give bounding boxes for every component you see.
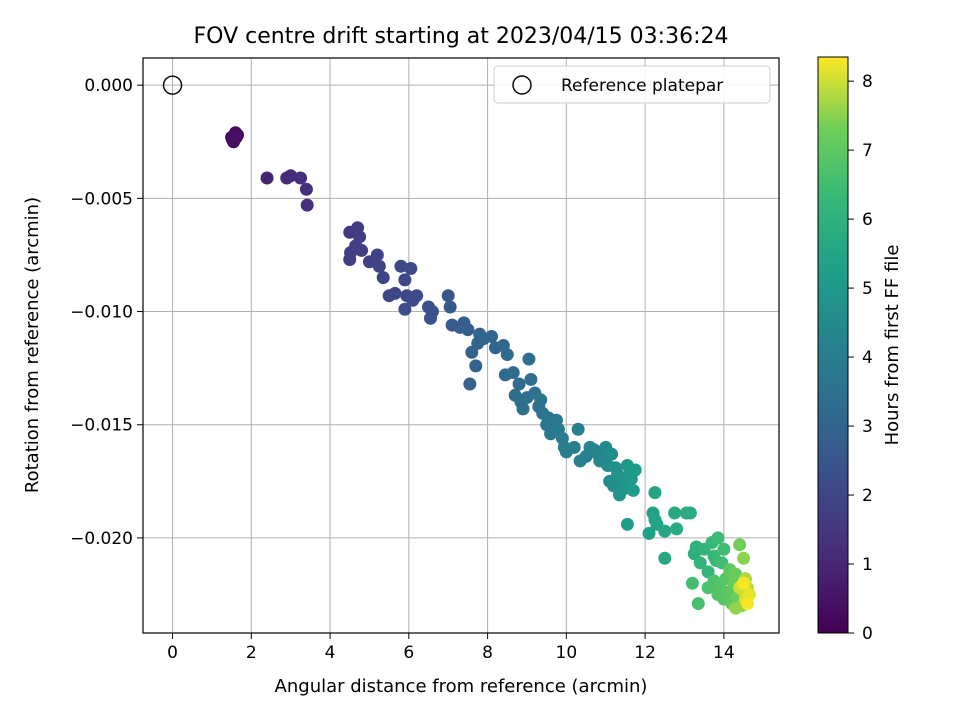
scatter-point: [299, 182, 313, 196]
scatter-point: [228, 128, 242, 142]
scatter-point: [605, 447, 619, 461]
x-tick-label: 8: [482, 643, 493, 663]
scatter-point: [691, 597, 705, 611]
colorbar-tick-label: 2: [862, 486, 873, 506]
scatter-point: [398, 302, 412, 316]
scatter-point: [512, 377, 526, 391]
scatter-point: [500, 348, 514, 362]
x-tick-label: 14: [713, 643, 735, 663]
scatter-point: [485, 329, 499, 343]
colorbar-label: Hours from first FF file: [882, 245, 903, 446]
scatter-point: [658, 551, 672, 565]
scatter-point: [737, 576, 751, 590]
legend-box: [493, 65, 771, 104]
reference-platepar-marker: [162, 75, 183, 95]
colorbar-tick-label: 0: [862, 624, 873, 644]
y-tick-label: −0.020: [70, 529, 133, 549]
chart-title: FOV centre drift starting at 2023/04/15 …: [194, 24, 729, 49]
y-tick-label: −0.005: [70, 189, 133, 209]
scatter-point: [658, 524, 672, 538]
scatter-point: [463, 377, 477, 391]
scatter-point: [461, 323, 475, 337]
x-tick-label: 6: [403, 643, 414, 663]
scatter-point: [443, 300, 457, 314]
x-tick-label: 10: [556, 643, 578, 663]
scatter-point: [670, 522, 684, 536]
scatter-point: [571, 422, 585, 436]
scatter-point: [388, 286, 402, 300]
scatter-point: [370, 248, 384, 262]
scatter-point: [284, 169, 298, 183]
scatter-point: [626, 483, 640, 497]
colorbar-ticks: 0 1 2 3 4 5 6 7 8: [848, 72, 873, 644]
scatter-point: [260, 171, 274, 185]
scatter-point: [693, 556, 707, 570]
scatter-point: [729, 567, 743, 581]
scatter-point: [376, 271, 390, 285]
scatter-point: [410, 289, 424, 303]
x-tick-label: 4: [325, 643, 336, 663]
scatter-point: [404, 262, 418, 276]
scatter-point: [733, 538, 747, 552]
scatter-point: [425, 305, 439, 319]
scatter-point: [294, 171, 308, 185]
scatter-point: [668, 506, 682, 520]
colorbar-tick-label: 5: [862, 279, 873, 299]
scatter-point: [685, 576, 699, 590]
y-axis-ticks: 0.000 −0.005 −0.010 −0.015 −0.020: [70, 76, 143, 549]
scatter-point: [441, 289, 455, 303]
reference-marker-layer: [162, 75, 183, 95]
colorbar-tick-label: 3: [862, 417, 873, 437]
scatter-point: [398, 273, 412, 287]
scatter-point: [628, 463, 642, 477]
plot-frame: [142, 57, 780, 634]
y-tick-label: 0.000: [84, 76, 133, 96]
colorbar-tick-label: 4: [862, 348, 873, 368]
scatter-point: [516, 402, 530, 416]
scatter-point: [740, 597, 754, 611]
scatter-point: [343, 252, 357, 266]
colorbar-tick-label: 7: [862, 141, 873, 161]
scatter-point: [469, 359, 483, 373]
scatter-point: [737, 551, 751, 565]
x-tick-label: 2: [246, 643, 257, 663]
scatter-point: [717, 542, 731, 556]
scatter-point: [506, 366, 520, 380]
colorbar-tick-label: 8: [862, 72, 873, 92]
scatter-point: [522, 352, 536, 366]
scatter-points: [225, 126, 756, 615]
colorbar-tick-label: 1: [862, 555, 873, 575]
legend: Reference platepar: [493, 65, 771, 104]
scatter-point: [372, 259, 386, 273]
grid-lines: [143, 58, 779, 633]
scatter-point: [711, 531, 725, 545]
scatter-point: [683, 506, 697, 520]
legend-marker-reference: [512, 75, 532, 95]
y-axis-label: Rotation from reference (arcmin): [22, 197, 43, 493]
scatter-point: [648, 486, 662, 500]
x-axis-label: Angular distance from reference (arcmin): [275, 676, 648, 697]
y-tick-label: −0.015: [70, 416, 133, 436]
scatter-point: [642, 526, 656, 540]
scatter-point: [567, 440, 581, 454]
scatter-point: [524, 372, 538, 386]
legend-entry-reference: Reference platepar: [561, 76, 723, 96]
x-tick-label: 12: [634, 643, 656, 663]
y-tick-label: −0.010: [70, 303, 133, 323]
scatter-point: [355, 243, 369, 257]
x-axis-ticks: 0 2 4 6 8 10 12 14: [167, 633, 735, 663]
scatter-point: [394, 259, 408, 273]
scatter-point: [620, 517, 634, 531]
x-tick-label: 0: [167, 643, 178, 663]
colorbar: [817, 56, 849, 634]
scatter-point: [534, 393, 548, 407]
scatter-point: [300, 198, 314, 212]
colorbar-tick-label: 6: [862, 210, 873, 230]
